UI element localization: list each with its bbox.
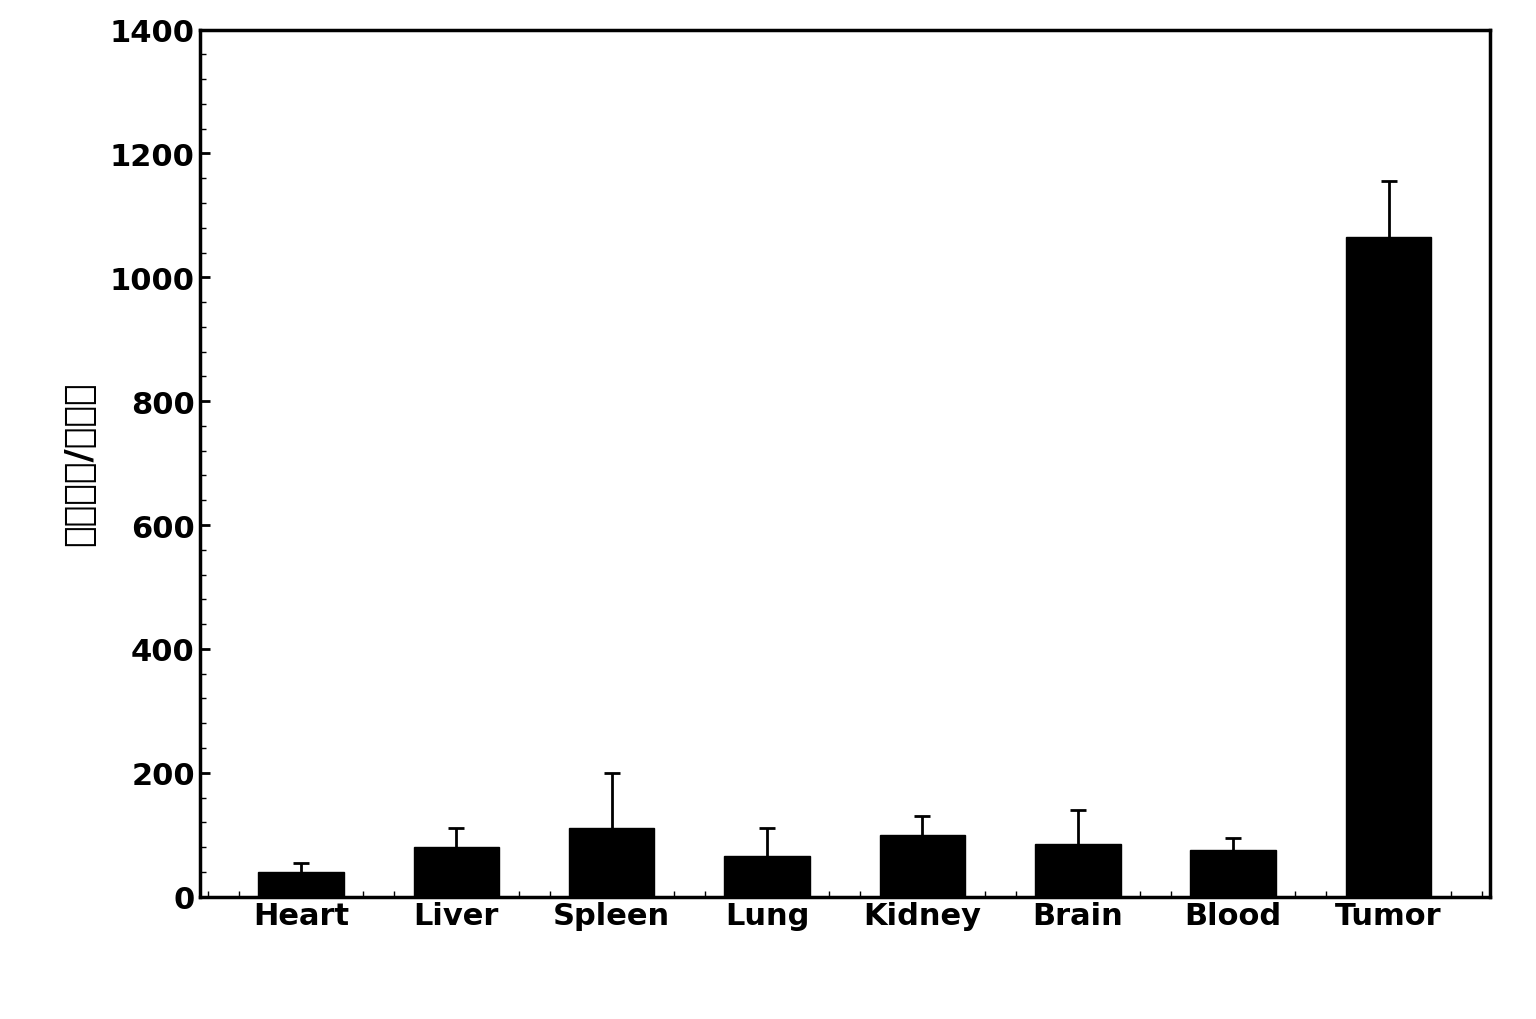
- Bar: [1346, 237, 1432, 897]
- Bar: [1035, 844, 1121, 897]
- Bar: [880, 835, 965, 897]
- Bar: [568, 828, 654, 897]
- Bar: [1190, 850, 1276, 897]
- Bar: [258, 872, 344, 897]
- Bar: [725, 857, 809, 897]
- Y-axis label: 荧光强度/克组织: 荧光强度/克组织: [61, 381, 95, 546]
- Bar: [413, 847, 499, 897]
